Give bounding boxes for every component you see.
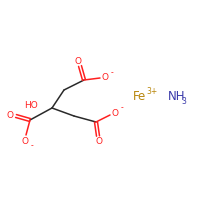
Text: 3: 3 bbox=[181, 97, 186, 106]
Text: 3+: 3+ bbox=[146, 86, 157, 96]
Text: HO: HO bbox=[24, 102, 38, 110]
Text: -: - bbox=[31, 142, 33, 150]
Text: Fe: Fe bbox=[133, 90, 146, 102]
Text: O: O bbox=[22, 136, 29, 146]
Text: O: O bbox=[6, 110, 14, 119]
Text: O: O bbox=[74, 56, 82, 66]
Text: -: - bbox=[111, 68, 113, 77]
Text: O: O bbox=[102, 72, 108, 82]
Text: O: O bbox=[112, 108, 118, 117]
Text: O: O bbox=[96, 138, 102, 146]
Text: NH: NH bbox=[168, 90, 186, 102]
Text: -: - bbox=[121, 104, 123, 112]
